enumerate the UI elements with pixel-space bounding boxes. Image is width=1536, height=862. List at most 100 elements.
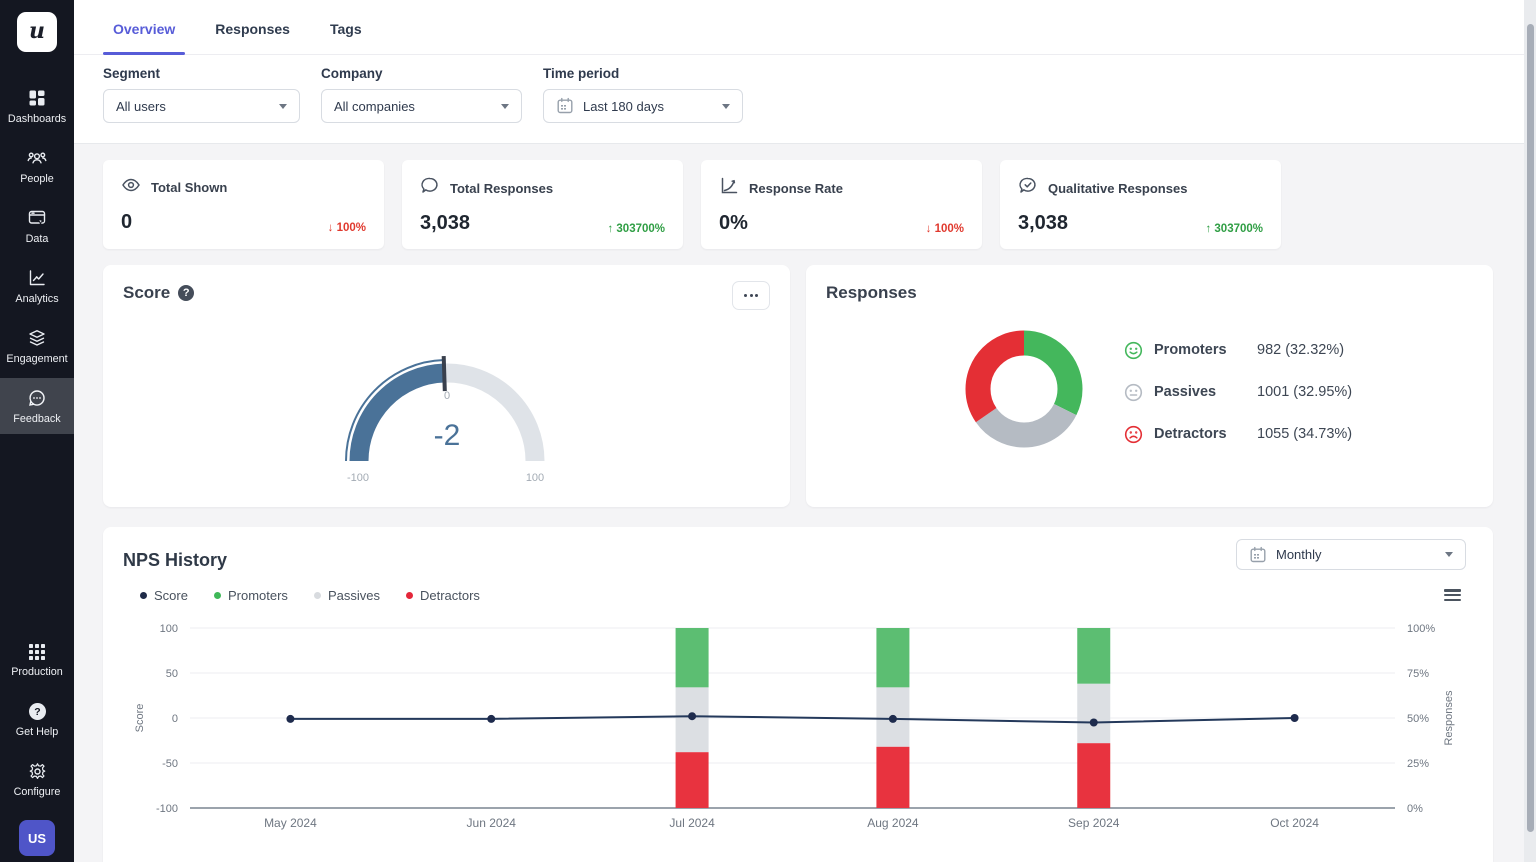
svg-text:-2: -2 [433, 419, 460, 452]
stat-title: Qualitative Responses [1048, 180, 1188, 196]
data-icon [27, 208, 47, 228]
responses-legend: Promoters 982 (32.32%) Passives 1001 (32… [1124, 329, 1352, 455]
sidebar-item-label: Data [25, 232, 49, 245]
responses-card-title: Responses [826, 283, 917, 302]
sidebar-item-configure[interactable]: Configure [0, 752, 74, 808]
stat-change: ↓ 100% [925, 223, 964, 235]
calendar-icon [1249, 546, 1267, 564]
chevron-down-icon [1445, 552, 1453, 557]
company-select[interactable]: All companies [321, 89, 522, 123]
sidebar-item-label: Get Help [15, 726, 59, 738]
legend-row-promoters: Promoters 982 (32.32%) [1124, 329, 1352, 371]
dashboards-icon [27, 88, 47, 108]
scrollbar-thumb[interactable] [1526, 24, 1534, 832]
sidebar-item-label: Production [11, 665, 63, 678]
legend-row-detractors: Detractors 1055 (34.73%) [1124, 413, 1352, 455]
stat-card-total-shown: Total Shown 0 ↓ 100% [103, 160, 384, 249]
svg-text:25%: 25% [1407, 758, 1429, 770]
legend-item-passives[interactable]: Passives [313, 588, 380, 603]
time-period-label: Time period [543, 66, 620, 81]
legend-label: Passives [1154, 384, 1217, 400]
score-card-menu-button[interactable] [732, 281, 770, 310]
legend-row-passives: Passives 1001 (32.95%) [1124, 371, 1352, 413]
sidebar-item-production[interactable]: Production [0, 632, 74, 688]
sidebar-item-get-help[interactable]: ? Get Help [0, 692, 74, 748]
stat-change: ↓ 100% [327, 222, 366, 234]
chevron-down-icon [501, 103, 509, 109]
legend-item-score[interactable]: Score [140, 588, 188, 603]
svg-text:?: ? [34, 706, 40, 718]
brand-logo-letter: u [29, 17, 45, 44]
svg-text:0: 0 [172, 713, 178, 725]
filter-time-period: Time period Last 180 days [543, 66, 743, 123]
smiley-neutral-icon [1124, 383, 1143, 402]
svg-text:Jun 2024: Jun 2024 [467, 816, 517, 830]
responses-card: Responses Promoters 982 (32.32%) Passive… [806, 265, 1493, 507]
svg-text:Score: Score [134, 704, 146, 733]
charts-row: Score ? 0 -2 -100 100 Responses Promoters [103, 265, 1493, 507]
nps-history-title: NPS History [123, 550, 228, 570]
sidebar-item-dashboards[interactable]: Dashboards [0, 78, 74, 134]
chart-menu-icon[interactable] [1444, 589, 1461, 602]
nps-chart-legend: Score Promoters Passives Detractors [140, 588, 1473, 603]
sidebar-item-engagement[interactable]: Engagement [0, 318, 74, 374]
time-period-select[interactable]: Last 180 days [543, 89, 743, 123]
stat-card-qualitative-responses: Qualitative Responses 3,038 ↑ 303700% [1000, 160, 1281, 249]
tab-tags[interactable]: Tags [329, 21, 362, 37]
qualitative-bubble-icon [1018, 176, 1038, 200]
stat-title: Total Shown [151, 180, 228, 195]
stat-card-response-rate: Response Rate 0% ↓ 100% [701, 160, 982, 249]
nps-history-chart: 100 100% 50 75% 0 50% -50 25% -100 0% May 2024 Jun … [134, 623, 1455, 830]
user-avatar[interactable]: US [19, 820, 55, 856]
sidebar-item-feedback[interactable]: Feedback [0, 378, 74, 434]
legend-item-detractors[interactable]: Detractors [405, 588, 480, 603]
engagement-icon [27, 328, 47, 348]
sidebar-item-label: Dashboards [7, 112, 67, 125]
sidebar-item-people[interactable]: People [0, 138, 74, 194]
legend-value: 982 (32.32%) [1257, 342, 1345, 358]
svg-text:75%: 75% [1407, 668, 1429, 680]
stat-title: Total Responses [450, 180, 554, 196]
score-card-title: Score [123, 283, 171, 302]
svg-text:0%: 0% [1407, 803, 1423, 815]
legend-dot [140, 592, 147, 599]
segment-label: Segment [103, 66, 161, 81]
brand-logo[interactable]: u [17, 12, 57, 52]
nps-score-gauge: 0 -2 -100 100 [344, 355, 544, 484]
content: Total Shown 0 ↓ 100% Total Responses 3,0… [74, 144, 1536, 862]
legend-value: 1055 (34.73%) [1257, 426, 1353, 442]
chevron-down-icon [722, 103, 730, 109]
stat-value: 0 [121, 211, 133, 233]
legend-label: Detractors [1154, 426, 1227, 442]
legend-label: Promoters [1154, 342, 1227, 358]
svg-text:-100: -100 [346, 472, 368, 484]
smiley-sad-icon [1124, 425, 1143, 444]
svg-text:Sep 2024: Sep 2024 [1068, 816, 1120, 830]
tab-overview[interactable]: Overview [103, 0, 186, 55]
filter-segment: Segment All users [103, 66, 300, 123]
svg-text:-50: -50 [162, 758, 178, 770]
tab-responses[interactable]: Responses [215, 21, 290, 37]
eye-icon [121, 176, 141, 199]
sidebar-item-analytics[interactable]: Analytics [0, 258, 74, 314]
sidebar-item-label: Analytics [15, 292, 59, 305]
stat-value: 3,038 [1018, 212, 1069, 234]
stat-change: ↑ 303700% [607, 223, 665, 235]
vertical-scrollbar [1524, 0, 1536, 862]
filters-row: Segment All users Company All companies … [74, 55, 1536, 143]
legend-item-promoters[interactable]: Promoters [213, 588, 288, 603]
feedback-icon [27, 388, 47, 408]
sidebar-item-label: Engagement [6, 352, 68, 365]
sidebar-item-label: Feedback [13, 412, 61, 425]
company-value: All companies [334, 98, 415, 114]
help-circle-icon[interactable]: ? [178, 285, 195, 301]
company-label: Company [321, 66, 383, 81]
period-select[interactable]: Monthly [1236, 539, 1466, 570]
svg-text:Aug 2024: Aug 2024 [867, 816, 919, 830]
main-area: Overview Responses Tags Segment All user… [74, 0, 1536, 862]
sidebar-item-data[interactable]: Data [0, 198, 74, 254]
legend-dot [213, 592, 221, 599]
stat-value: 3,038 [420, 212, 471, 234]
segment-select[interactable]: All users [103, 89, 300, 123]
stat-change: ↑ 303700% [1205, 223, 1263, 235]
